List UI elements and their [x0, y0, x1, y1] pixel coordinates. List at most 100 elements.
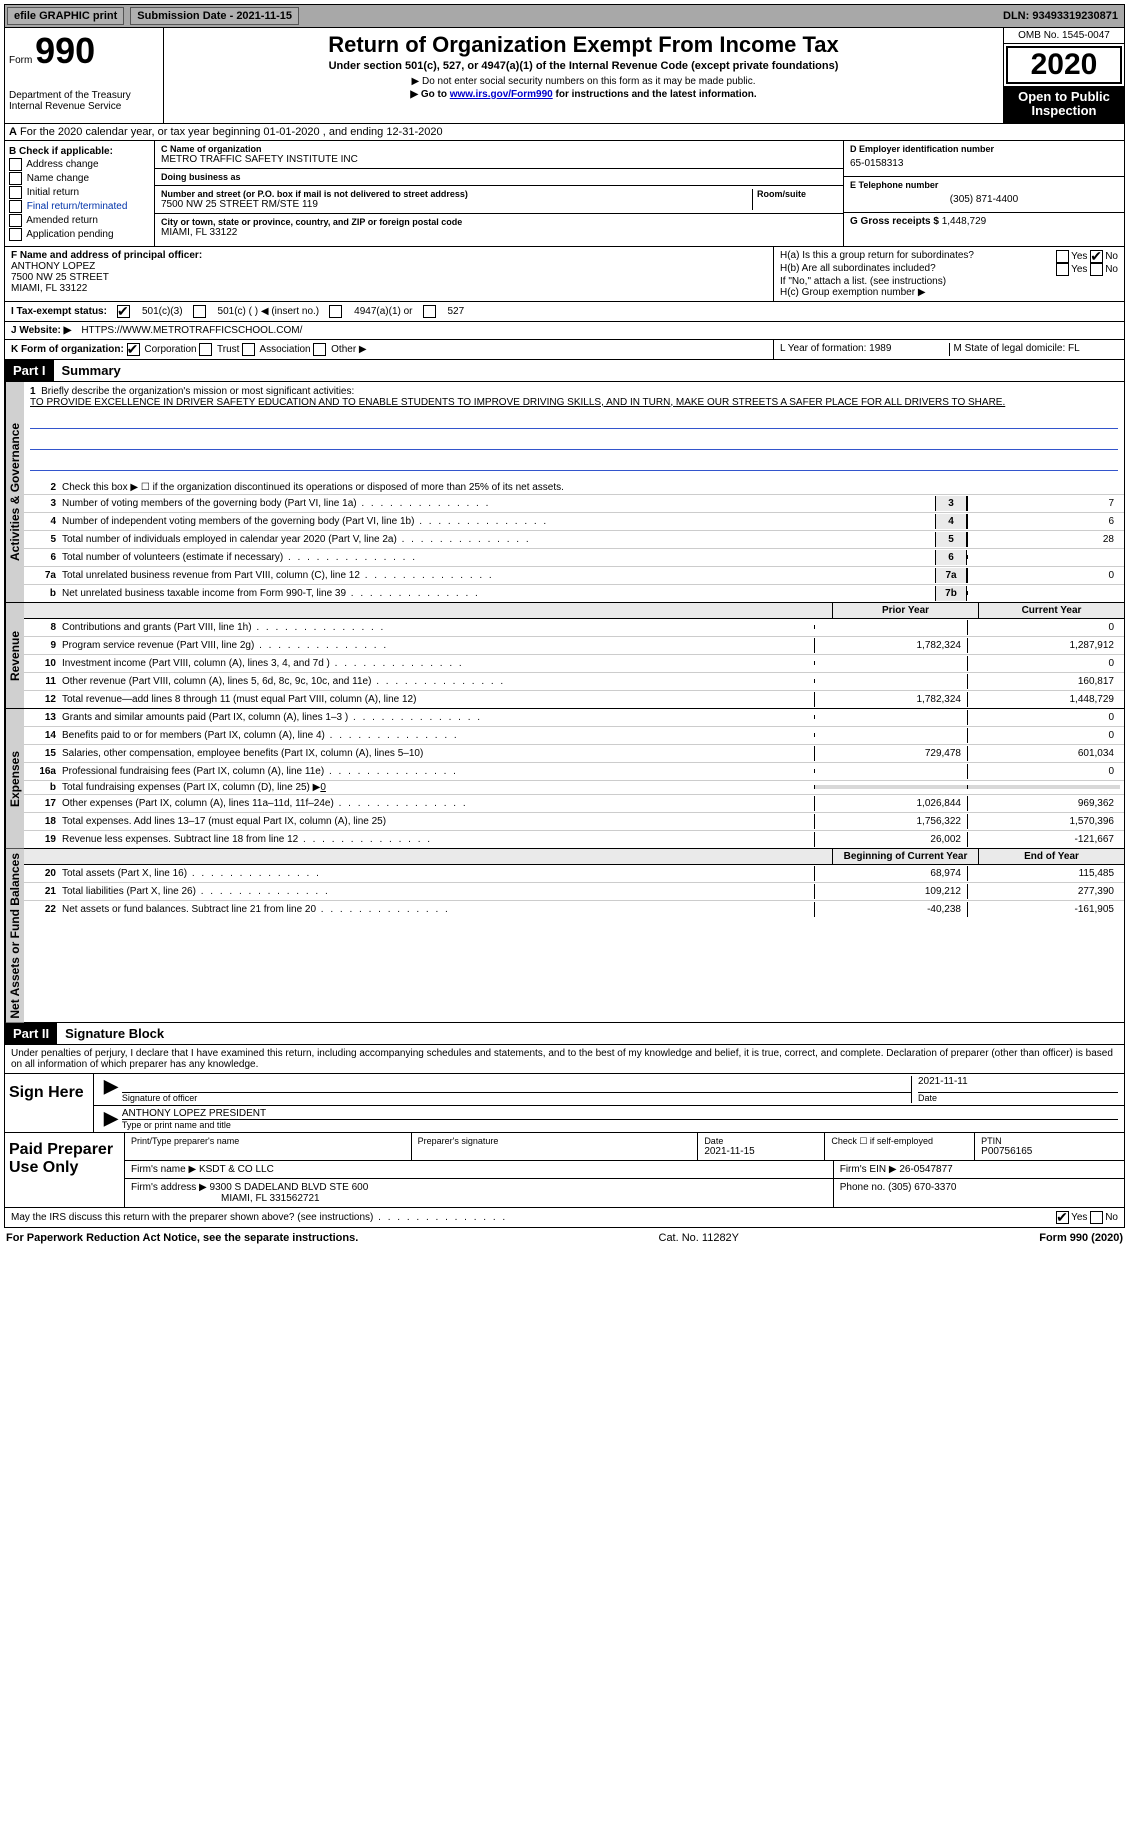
city-label: City or town, state or province, country… [161, 217, 837, 227]
officer-addr1: 7500 NW 25 STREET [11, 272, 109, 283]
cb-501c3[interactable] [117, 305, 130, 318]
tax-status-label: I Tax-exempt status: [11, 306, 107, 317]
dln-label: DLN: 93493319230871 [1003, 10, 1122, 22]
caret-icon-2: ▶ [100, 1108, 122, 1130]
mission-text: TO PROVIDE EXCELLENCE IN DRIVER SAFETY E… [30, 397, 1005, 408]
col-begin: Beginning of Current Year [832, 849, 978, 864]
cb-527[interactable] [423, 305, 436, 318]
cb-app-pending[interactable] [9, 228, 22, 241]
col-b-title: B Check if applicable: [9, 146, 150, 157]
ein-value: 65-0158313 [850, 154, 1118, 173]
vtab-revenue: Revenue [5, 603, 24, 708]
officer-print-name: ANTHONY LOPEZ PRESIDENT [122, 1108, 1118, 1120]
form-header: Form 990 Department of the Treasury Inte… [4, 28, 1125, 124]
hc-label: H(c) Group exemption number ▶ [780, 287, 1118, 298]
firm-addr1: 9300 S DADELAND BLVD STE 600 [210, 1182, 369, 1193]
sign-here-label: Sign Here [5, 1074, 94, 1132]
footer-mid: Cat. No. 11282Y [659, 1232, 740, 1244]
street-value: 7500 NW 25 STREET RM/STE 119 [161, 199, 748, 210]
officer-name: ANTHONY LOPEZ [11, 261, 95, 272]
submission-date-button[interactable]: Submission Date - 2021-11-15 [130, 7, 299, 25]
officer-print-label: Type or print name and title [122, 1120, 1118, 1130]
form-subtitle: Under section 501(c), 527, or 4947(a)(1)… [168, 60, 999, 72]
tel-value: (305) 871-4400 [850, 190, 1118, 209]
cb-amended-return[interactable] [9, 214, 22, 227]
footer-right: Form 990 (2020) [1039, 1232, 1123, 1244]
room-label: Room/suite [757, 189, 837, 199]
discuss-label: May the IRS discuss this return with the… [11, 1212, 507, 1223]
line2: Check this box ▶ ☐ if the organization d… [62, 482, 1120, 493]
dba-label: Doing business as [161, 172, 837, 182]
cb-trust[interactable] [199, 343, 212, 356]
prep-self-emp: Check ☐ if self-employed [825, 1133, 975, 1160]
hb-label: H(b) Are all subordinates included? [780, 263, 936, 276]
note-link-row: ▶ Go to www.irs.gov/Form990 for instruct… [168, 89, 999, 100]
cb-other[interactable] [313, 343, 326, 356]
col-current: Current Year [978, 603, 1124, 618]
ein-label: D Employer identification number [850, 144, 1118, 154]
cb-discuss-yes[interactable] [1056, 1211, 1069, 1224]
dept-label: Department of the Treasury [9, 90, 159, 101]
cb-4947[interactable] [329, 305, 342, 318]
cb-501c[interactable] [193, 305, 206, 318]
ha-label: H(a) Is this a group return for subordin… [780, 250, 974, 263]
part1-title: Summary [54, 360, 129, 381]
irs-label: Internal Revenue Service [9, 101, 159, 112]
sig-date-label: Date [918, 1093, 1118, 1103]
period-label: For the 2020 calendar year, or tax year … [20, 126, 443, 138]
firm-addr2: MIAMI, FL 331562721 [221, 1193, 320, 1204]
mission-lead: Briefly describe the organization's miss… [41, 386, 354, 397]
irs-link[interactable]: www.irs.gov/Form990 [450, 89, 553, 100]
part2-label: Part II [5, 1023, 57, 1044]
form-word: Form [9, 55, 32, 66]
cb-address-change[interactable] [9, 158, 22, 171]
website-value: HTTPS://WWW.METROTRAFFICSCHOOL.COM/ [81, 325, 302, 336]
part2-title: Signature Block [57, 1023, 172, 1044]
col-prior: Prior Year [832, 603, 978, 618]
prep-date: 2021-11-15 [704, 1146, 818, 1157]
inspection-label: Open to Public Inspection [1004, 86, 1124, 123]
firm-ein: 26-0547877 [899, 1164, 952, 1175]
note-ssn: ▶ Do not enter social security numbers o… [168, 76, 999, 87]
form-org-label: K Form of organization: [11, 344, 124, 355]
firm-name: KSDT & CO LLC [199, 1164, 274, 1175]
website-label: J Website: ▶ [11, 325, 71, 336]
col-end: End of Year [978, 849, 1124, 864]
officer-addr2: MIAMI, FL 33122 [11, 283, 87, 294]
cb-ha-yes[interactable] [1056, 250, 1069, 263]
sig-officer-label: Signature of officer [122, 1093, 911, 1103]
cb-corp[interactable] [127, 343, 140, 356]
vtab-governance: Activities & Governance [5, 382, 24, 602]
officer-label: F Name and address of principal officer: [11, 250, 202, 261]
org-name-label: C Name of organization [161, 144, 837, 154]
cb-name-change[interactable] [9, 172, 22, 185]
paid-preparer-label: Paid Preparer Use Only [5, 1133, 125, 1207]
tel-label: E Telephone number [850, 180, 1118, 190]
line3-desc: Number of voting members of the governin… [62, 498, 935, 509]
cb-initial-return[interactable] [9, 186, 22, 199]
gross-value: 1,448,729 [942, 216, 987, 227]
cb-hb-yes[interactable] [1056, 263, 1069, 276]
row-fh: F Name and address of principal officer:… [4, 247, 1125, 302]
entity-grid: B Check if applicable: Address change Na… [4, 141, 1125, 247]
form-title: Return of Organization Exempt From Incom… [168, 32, 999, 58]
omb-label: OMB No. 1545-0047 [1004, 28, 1124, 44]
gross-label: G Gross receipts $ [850, 216, 939, 227]
efile-print-button[interactable]: efile GRAPHIC print [7, 7, 124, 25]
cb-discuss-no[interactable] [1090, 1211, 1103, 1224]
caret-icon: ▶ [100, 1076, 122, 1103]
vtab-netassets: Net Assets or Fund Balances [5, 849, 24, 1023]
part1-label: Part I [5, 360, 54, 381]
footer-left: For Paperwork Reduction Act Notice, see … [6, 1232, 358, 1244]
cb-assoc[interactable] [242, 343, 255, 356]
cb-hb-no[interactable] [1090, 263, 1103, 276]
vtab-expenses: Expenses [5, 709, 24, 848]
form-number: 990 [35, 30, 95, 71]
sig-date: 2021-11-11 [918, 1076, 1118, 1093]
fundraising-total: 0 [320, 782, 326, 793]
cb-ha-no[interactable] [1090, 250, 1103, 263]
cb-final-return[interactable] [9, 200, 22, 213]
topbar: efile GRAPHIC print Submission Date - 20… [4, 4, 1125, 28]
hb-note: If "No," attach a list. (see instruction… [780, 276, 1118, 287]
year-formation: L Year of formation: 1989 [780, 343, 950, 356]
